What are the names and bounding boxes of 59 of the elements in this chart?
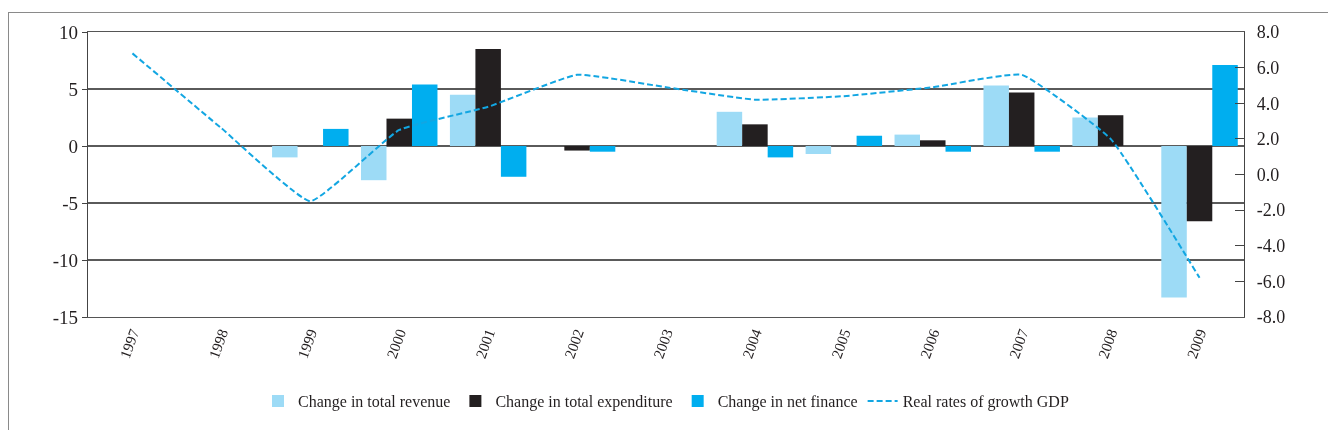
x-tick-label: 1997 xyxy=(117,326,143,361)
y2-tick-label: 4.0 xyxy=(1256,93,1280,114)
y-tick-label: 0 xyxy=(68,135,78,157)
bar xyxy=(411,84,438,146)
bar xyxy=(564,146,590,151)
x-tick-label: 2008 xyxy=(1095,326,1121,361)
y2-tick-label: 8.0 xyxy=(1256,22,1280,43)
x-tick-label: 2009 xyxy=(1184,326,1210,361)
y-tick-label: 5 xyxy=(68,78,78,100)
y2-tick-label: 0.0 xyxy=(1256,164,1280,185)
x-tick-label: 2000 xyxy=(383,326,410,361)
bar xyxy=(1161,146,1187,298)
bar xyxy=(1212,65,1238,146)
bar xyxy=(360,146,387,181)
x-tick-label: 1999 xyxy=(294,326,321,361)
x-tick-label: 2005 xyxy=(828,326,854,361)
bar xyxy=(805,146,832,154)
legend-label: Change in total revenue xyxy=(298,393,451,412)
bar xyxy=(716,111,743,146)
x-tick-label: 2007 xyxy=(1006,326,1032,361)
bar xyxy=(1008,92,1035,146)
bar xyxy=(894,134,921,146)
y2-tick-label: 2.0 xyxy=(1256,129,1280,150)
y-tick-label: -5 xyxy=(62,192,78,214)
y2-tick-label: 6.0 xyxy=(1256,57,1280,78)
bar xyxy=(475,49,501,146)
bar xyxy=(386,118,412,146)
y-tick-label: 10 xyxy=(59,21,78,43)
legend-label: Change in net finance xyxy=(717,393,858,412)
bar xyxy=(323,128,349,146)
bar xyxy=(983,85,1009,146)
bar xyxy=(945,146,972,152)
bar xyxy=(1034,146,1060,152)
y-tick-label: -10 xyxy=(52,249,78,271)
bar xyxy=(1072,117,1098,146)
bar xyxy=(856,135,883,146)
legend-label: Change in total expenditure xyxy=(495,393,673,412)
bar xyxy=(500,146,527,177)
bar xyxy=(589,146,616,152)
y2-tick-label: -8.0 xyxy=(1256,307,1286,328)
bar xyxy=(1186,146,1213,222)
y2-tick-label: -6.0 xyxy=(1256,271,1286,292)
x-tick-label: 1998 xyxy=(205,326,232,361)
bar xyxy=(1097,115,1124,146)
x-tick-label: 2002 xyxy=(561,326,587,361)
legend-label: Real rates of growth GDP xyxy=(902,393,1069,412)
y2-tick-label: -2.0 xyxy=(1256,200,1286,221)
x-tick-label: 2001 xyxy=(472,326,499,361)
bar xyxy=(272,146,298,158)
bar xyxy=(449,94,476,146)
y2-tick-label: -4.0 xyxy=(1256,236,1286,257)
bar xyxy=(920,140,946,146)
y-tick-label: -15 xyxy=(52,306,78,328)
x-tick-label: 2004 xyxy=(739,326,765,361)
bar xyxy=(742,124,768,146)
bar xyxy=(767,146,794,158)
line-series xyxy=(131,52,1201,279)
x-tick-label: 2003 xyxy=(650,326,676,361)
x-tick-label: 2006 xyxy=(917,326,943,361)
